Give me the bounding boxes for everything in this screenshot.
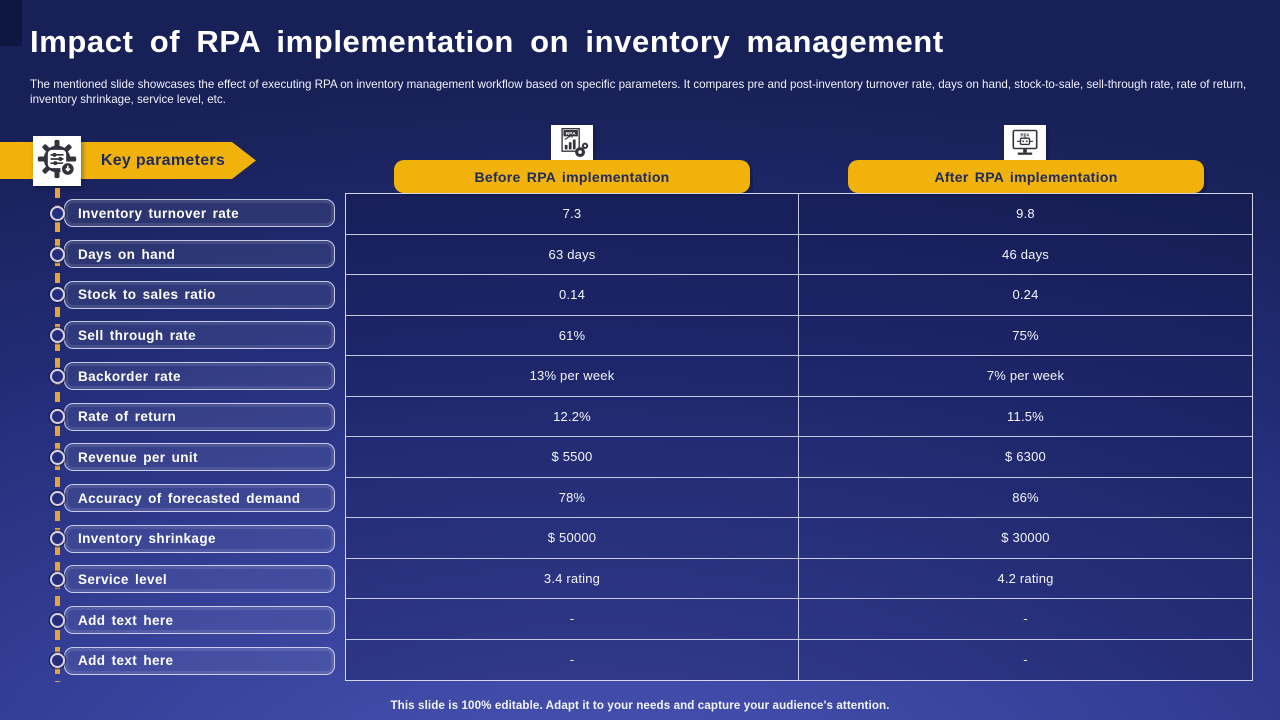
- parameter-label: Inventory turnover rate: [78, 205, 239, 221]
- parameter-pill[interactable]: Stock to sales ratio: [64, 280, 335, 309]
- parameter-pill[interactable]: Days on hand: [64, 240, 335, 268]
- key-parameters-icon-tile: [33, 136, 81, 186]
- parameter-pill[interactable]: Revenue per unit: [64, 443, 335, 472]
- parameter-pill[interactable]: Sell through rate: [64, 321, 335, 350]
- page-title[interactable]: Impact of RPA implementation on inventor…: [30, 24, 944, 59]
- parameter-row: Backorder rate: [0, 356, 345, 397]
- parameter-label: Add text here: [78, 653, 174, 669]
- timeline-node-icon: [50, 368, 65, 384]
- timeline-dashed-line: [55, 188, 60, 682]
- parameter-label: Revenue per unit: [78, 449, 198, 465]
- gear-sliders-icon: [37, 139, 77, 184]
- parameter-label: Accuracy of forecasted demand: [78, 490, 301, 506]
- parameter-row: Add text here: [0, 600, 345, 641]
- parameter-pill[interactable]: Backorder rate: [64, 362, 335, 391]
- before-value-cell: $ 50000: [346, 518, 799, 559]
- before-value-cell: 63 days: [346, 234, 799, 275]
- parameter-row: Revenue per unit: [0, 437, 345, 478]
- parameter-pill[interactable]: Add text here: [64, 606, 335, 635]
- before-value-cell: 7.3: [346, 194, 799, 235]
- after-column-header[interactable]: After RPA implementation: [848, 160, 1204, 193]
- svg-text:RPA: RPA: [1020, 132, 1030, 137]
- parameter-pill[interactable]: Service level: [64, 565, 335, 594]
- before-value-cell: 3.4 rating: [346, 558, 799, 599]
- after-value-cell: 4.2 rating: [799, 559, 1252, 599]
- rpa-robot-monitor-icon: RPA: [1007, 126, 1043, 167]
- after-value-cell: -: [799, 599, 1252, 640]
- parameter-row: Inventory shrinkage: [0, 518, 345, 559]
- after-value-cell: 86%: [799, 478, 1252, 518]
- parameter-row: Inventory turnover rate: [0, 193, 345, 234]
- after-value-cell: 7% per week: [799, 356, 1252, 397]
- parameter-label: Rate of return: [78, 409, 177, 425]
- parameter-row: Add text here: [0, 640, 345, 681]
- before-value-cell: -: [346, 599, 799, 640]
- parameter-pill[interactable]: Accuracy of forecasted demand: [64, 484, 335, 513]
- parameter-pill[interactable]: Add text here: [64, 646, 335, 675]
- parameter-label: Sell through rate: [78, 327, 197, 343]
- comparison-table: 7.3 9.8 63 days 46 days 0.14 0.24 61% 75% 13% pe…: [345, 193, 1253, 681]
- after-value-cell: 0.24: [799, 275, 1252, 316]
- before-value-cell: 0.14: [346, 275, 799, 316]
- before-value-cell: 61%: [346, 315, 799, 356]
- svg-text:RPA: RPA: [566, 131, 576, 137]
- timeline-node-icon: [50, 205, 65, 221]
- parameter-pill[interactable]: Inventory turnover rate: [64, 199, 335, 228]
- after-value-cell: $ 30000: [799, 518, 1252, 559]
- parameters-list: Inventory turnover rate Days on hand Stock…: [0, 188, 345, 682]
- before-value-cell: 78%: [346, 477, 799, 518]
- timeline-node-icon: [50, 653, 65, 669]
- before-value-cell: -: [346, 639, 799, 680]
- rpa-report-chart-icon: RPA: [554, 126, 590, 167]
- before-value-cell: 13% per week: [346, 356, 799, 397]
- parameter-label: Backorder rate: [78, 368, 181, 384]
- after-value-cell: -: [1023, 652, 1028, 668]
- footer-note: This slide is 100% editable. Adapt it to…: [390, 699, 890, 712]
- parameter-row: Days on hand: [0, 234, 345, 275]
- before-column-header[interactable]: Before RPA implementation: [394, 160, 750, 193]
- parameter-label: Add text here: [78, 612, 174, 628]
- corner-decoration: [0, 0, 22, 46]
- parameter-label: Stock to sales ratio: [78, 287, 216, 303]
- after-value-cell: 46 days: [799, 235, 1252, 275]
- parameter-row: Rate of return: [0, 396, 345, 437]
- timeline-node-icon: [50, 409, 65, 425]
- after-value-cell: 9.8: [799, 194, 1252, 235]
- parameter-label: Service level: [78, 571, 168, 587]
- page-subtitle[interactable]: The mentioned slide showcases the effect…: [30, 78, 1247, 107]
- after-value-cell: $ 6300: [799, 437, 1252, 478]
- parameter-pill[interactable]: Rate of return: [64, 402, 335, 431]
- key-parameters-label: Key parameters: [100, 152, 226, 169]
- timeline-node-icon: [50, 246, 65, 262]
- after-value-cell: 11.5%: [799, 397, 1252, 437]
- parameter-label: Days on hand: [78, 246, 176, 262]
- timeline-node-icon: [50, 531, 65, 547]
- parameter-row: Stock to sales ratio: [0, 274, 345, 315]
- timeline-node-icon: [50, 449, 65, 465]
- parameter-row: Sell through rate: [0, 315, 345, 356]
- timeline-node-icon: [50, 327, 65, 343]
- timeline-node-icon: [50, 571, 65, 587]
- parameter-row: Service level: [0, 559, 345, 600]
- timeline-node-icon: [50, 612, 65, 628]
- parameter-label: Inventory shrinkage: [78, 531, 216, 547]
- before-value-cell: $ 5500: [346, 437, 799, 478]
- before-value-cell: 12.2%: [346, 396, 799, 437]
- parameter-pill[interactable]: Inventory shrinkage: [64, 524, 335, 553]
- timeline-node-icon: [50, 287, 65, 303]
- timeline-node-icon: [50, 490, 65, 506]
- after-value-cell: 75%: [799, 316, 1252, 356]
- parameter-row: Accuracy of forecasted demand: [0, 478, 345, 519]
